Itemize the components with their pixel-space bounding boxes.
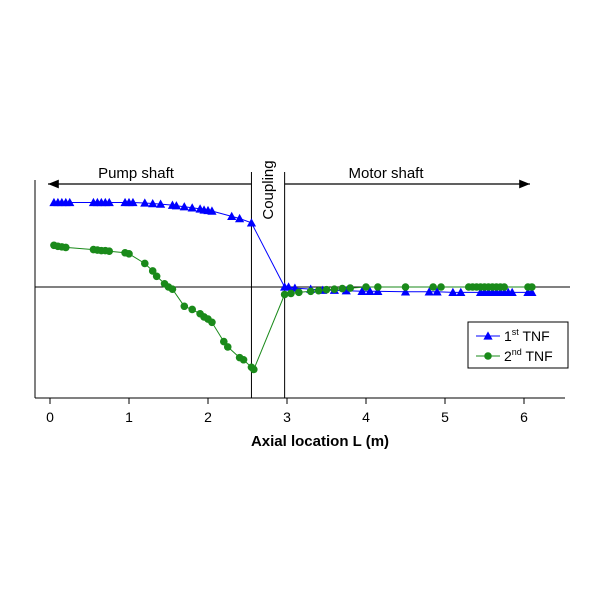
shaft-regions: Pump shaft Motor shaft Coupling bbox=[48, 160, 530, 398]
series-1-point bbox=[235, 213, 245, 223]
series-1-point bbox=[140, 198, 150, 207]
series-2-point bbox=[346, 284, 355, 292]
series-2-point bbox=[223, 343, 232, 351]
series-2-point bbox=[220, 337, 228, 346]
series-1-point bbox=[65, 197, 75, 207]
series-1-point bbox=[357, 286, 367, 295]
series-2-point bbox=[239, 355, 248, 364]
series-2-point bbox=[528, 283, 536, 291]
legend-entry-2: 2nd TNF bbox=[476, 347, 553, 364]
series-1-point bbox=[448, 287, 458, 297]
legend-entry-1: 1st TNF bbox=[476, 327, 550, 344]
series-1-point bbox=[432, 287, 442, 296]
series-2-point bbox=[148, 267, 157, 275]
x-axis-title: Axial location L (m) bbox=[251, 433, 389, 450]
series-1-point bbox=[246, 218, 257, 227]
series-1-point bbox=[156, 199, 166, 208]
series-2-point bbox=[314, 286, 323, 295]
series-2 bbox=[50, 241, 536, 374]
series-2-point bbox=[362, 283, 370, 291]
series-1-point bbox=[527, 287, 537, 297]
series-1-point bbox=[424, 287, 434, 296]
series-2-point bbox=[62, 243, 70, 252]
series-2-point bbox=[401, 283, 410, 291]
series-1-point bbox=[128, 197, 138, 207]
series-1-point bbox=[207, 206, 217, 215]
series-1-point bbox=[283, 282, 294, 291]
series-2-point bbox=[152, 272, 161, 281]
series-1-point bbox=[456, 287, 466, 297]
x-tick-label: 1 bbox=[125, 409, 133, 425]
series-2-point bbox=[374, 283, 382, 291]
legend-label: 2nd TNF bbox=[504, 347, 553, 364]
series-2-point bbox=[280, 290, 289, 299]
series-1-point bbox=[187, 203, 197, 212]
legend-label: 1st TNF bbox=[504, 327, 550, 344]
series-2-point bbox=[330, 285, 339, 293]
series-1-point bbox=[227, 211, 237, 221]
series-1-point bbox=[171, 201, 181, 210]
series-2-point bbox=[500, 283, 509, 291]
series-2-point bbox=[208, 318, 216, 327]
series-1-point bbox=[507, 287, 517, 297]
series-2-point bbox=[168, 285, 177, 293]
x-tick-label: 3 bbox=[283, 409, 291, 425]
series-1-point bbox=[373, 286, 383, 295]
x-tick-label: 2 bbox=[204, 409, 212, 425]
series-1-point bbox=[400, 287, 411, 296]
pump-shaft-label: Pump shaft bbox=[98, 165, 175, 182]
x-axis: 0 1 2 3 4 5 6 bbox=[46, 398, 528, 425]
series-1 bbox=[49, 197, 537, 297]
series-2-point bbox=[429, 283, 437, 291]
x-tick-label: 5 bbox=[441, 409, 449, 425]
series-2-point bbox=[125, 250, 133, 258]
series-2-point bbox=[306, 287, 315, 296]
coupling-label: Coupling bbox=[260, 160, 277, 219]
series-2-point bbox=[295, 288, 303, 297]
series-2-point bbox=[141, 259, 149, 268]
x-tick-label: 0 bbox=[46, 409, 54, 425]
series-2-point bbox=[322, 285, 331, 294]
series-2-point bbox=[180, 302, 189, 311]
legend: 1st TNF 2nd TNF bbox=[467, 321, 569, 369]
series-2-point bbox=[437, 283, 445, 291]
legend-box bbox=[467, 321, 569, 369]
legend-marker bbox=[484, 352, 492, 360]
series-1-point bbox=[365, 286, 375, 295]
series-2-point bbox=[287, 289, 295, 298]
series-1-line bbox=[54, 202, 532, 293]
series-layer bbox=[49, 197, 537, 374]
series-1-point bbox=[148, 198, 158, 208]
legend-marker bbox=[483, 331, 493, 340]
motor-shaft-label: Motor shaft bbox=[348, 165, 424, 182]
series-2-point bbox=[105, 247, 114, 255]
series-2-point bbox=[188, 305, 196, 314]
x-tick-label: 6 bbox=[520, 409, 528, 425]
x-tick-label: 4 bbox=[362, 409, 370, 425]
series-1-point bbox=[104, 197, 114, 207]
series-1-point bbox=[179, 202, 189, 211]
series-2-point bbox=[338, 284, 347, 293]
series-2-point bbox=[250, 365, 258, 374]
series-2-line bbox=[53, 244, 532, 371]
series-1-point bbox=[341, 286, 351, 295]
